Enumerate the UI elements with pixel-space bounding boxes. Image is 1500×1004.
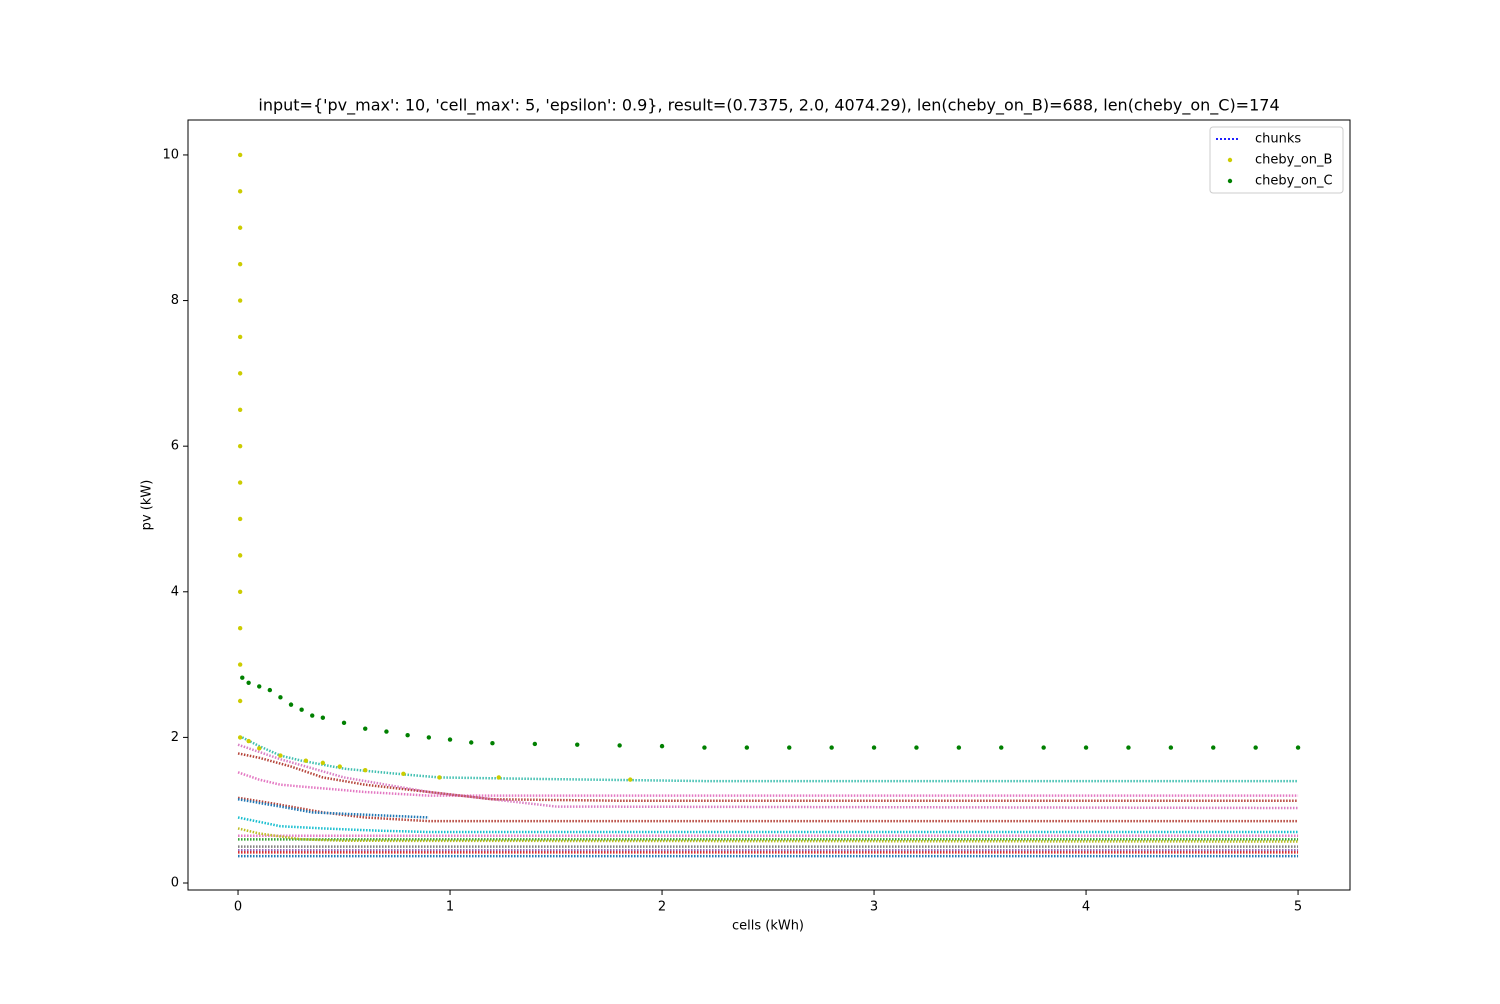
scatter-point [1041,745,1046,750]
x-tick-label: 3 [870,900,878,915]
legend-swatch [1227,178,1233,184]
scatter-point [237,298,243,303]
scatter-point [426,735,432,740]
scatter-point [237,662,243,667]
legend: chunks cheby_on_B cheby_on_C [1209,126,1344,194]
chunk-line [241,736,1299,783]
scatter-point [288,702,294,707]
x-tick-label: 4 [1082,900,1090,915]
scatter-point [1168,745,1174,750]
y-axis-label: pv (kW) [140,480,155,531]
legend-box [1209,126,1344,194]
scatter-point [237,225,243,230]
scatter-point [363,767,368,773]
scatter-point [532,741,538,747]
scatter-point [237,516,243,522]
chunk-line [237,816,1299,834]
scatter-point [1211,745,1216,750]
scatter-point [257,746,262,751]
scatter-point [267,687,273,693]
scatter-point [914,745,919,750]
plot-area [237,152,1301,858]
x-tick-label: 1 [446,900,454,915]
scatter-point [744,745,750,750]
y-tick-label: 2 [171,730,179,745]
legend-label: cheby_on_B [1255,153,1332,168]
scatter-point [237,334,243,340]
scatter-point [299,707,304,712]
scatter-point [237,480,243,485]
scatter-point [237,261,243,267]
scatter-point [1253,745,1258,750]
x-tick-label: 2 [658,900,666,915]
legend-label: chunks [1255,132,1301,147]
scatter-point [237,698,243,704]
scatter-point [1126,745,1131,750]
x-tick-label: 0 [234,900,242,915]
scatter-point [496,775,501,780]
scatter-point [240,675,245,680]
scatter-point [237,553,243,558]
scatter-point [702,745,707,750]
scatter-point [999,745,1004,750]
chart-title: input={'pv_max': 10, 'cell_max': 5, 'eps… [258,96,1279,116]
chunk-line [237,743,1299,810]
chunk-line [237,771,1299,797]
scatter-point [437,775,442,780]
scatter-point [787,745,792,750]
legend-swatch [1227,157,1233,163]
scatter-point [447,737,453,742]
scatter-point [363,726,368,731]
y-tick-label: 8 [171,293,179,308]
x-tick-label: 5 [1294,900,1302,915]
scatter-point [237,189,243,194]
legend-label: cheby_on_C [1255,174,1333,189]
scatter-point [320,760,326,766]
scatter-point [237,443,243,449]
scatter-point [829,745,834,750]
scatter-point [278,695,283,700]
scatter-point [337,764,342,769]
scatter-point [320,715,326,720]
scatter-point [237,625,243,631]
scatter-point [1295,745,1301,750]
scatter-point [617,743,622,748]
scatter-point [237,152,243,158]
scatter-point [246,680,251,685]
y-tick-label: 10 [162,147,179,162]
scatter-point [401,771,406,777]
scatter-point [237,735,243,740]
scatter-point [257,684,262,689]
chunk-line [237,796,1299,823]
x-axis-label: cells (kWh) [732,919,804,934]
scatter-point [237,589,243,594]
scatter-point [628,777,633,782]
scatter-point [871,745,877,750]
y-tick-label: 6 [171,439,179,454]
scatter-point [490,741,495,746]
scatter-point [956,745,962,750]
scatter-point [659,743,665,749]
chunk-line [237,798,429,819]
scatter-point [1083,745,1089,750]
scatter-point [246,738,251,744]
scatter-point [469,740,474,745]
y-tick-label: 0 [171,876,179,891]
scatter-point [405,733,410,738]
axes-frame [187,119,1351,891]
scatter-point [341,720,347,726]
scatter-point [384,729,389,734]
scatter-point [237,407,243,412]
scatter-point [575,742,580,747]
scatter-point [237,371,243,376]
scatter-point [278,753,283,758]
scatter-point [303,758,309,763]
y-tick-label: 4 [171,584,179,599]
scatter-point [310,713,315,718]
